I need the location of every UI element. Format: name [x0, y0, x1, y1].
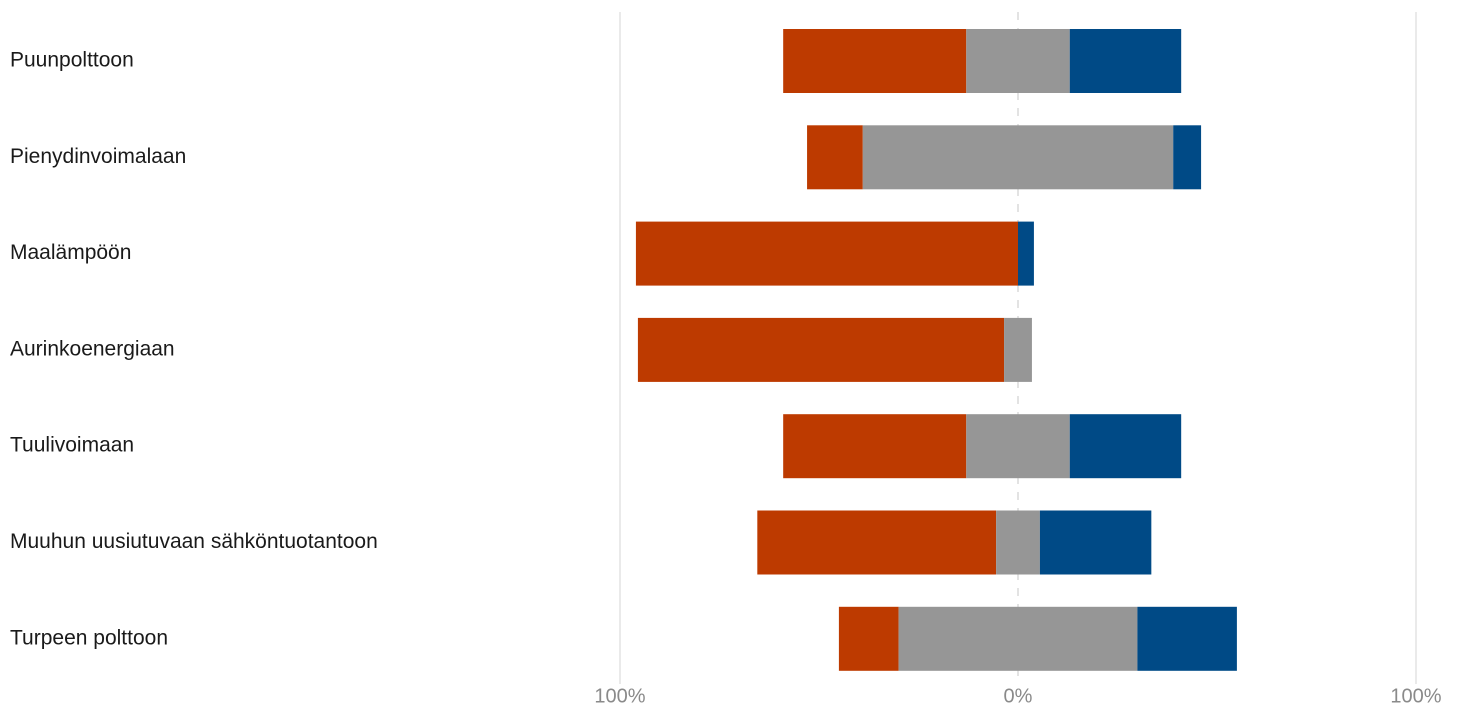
bar-segment-neutral [966, 29, 1070, 93]
x-tick-label: 100% [1390, 685, 1441, 705]
bar-segment-negative [635, 221, 1018, 286]
category-label: Aurinkoenergiaan [10, 337, 175, 360]
bar-segment-positive [1018, 221, 1034, 286]
bar-segment-positive [1069, 29, 1182, 93]
bar-segment-neutral [966, 414, 1070, 479]
category-label: Maalämpöön [10, 241, 131, 264]
category-label: Muuhun uusiutuvaan sähköntuotantoon [10, 530, 378, 553]
bar-segment-positive [1069, 414, 1182, 479]
category-label: Turpeen polttoon [10, 626, 168, 649]
bar-segment-positive [1137, 606, 1237, 671]
bar-segment-neutral [862, 125, 1174, 190]
category-label: Pienydinvoimalaan [10, 145, 186, 168]
bar-segment-positive [1173, 125, 1202, 190]
bar-segment-negative [783, 414, 967, 479]
bar-segment-neutral [996, 510, 1040, 575]
x-tick-label: 100% [594, 685, 645, 705]
bar-segment-positive [1039, 510, 1152, 575]
category-label: Puunpolttoon [10, 49, 134, 72]
x-tick-label: 0% [1004, 685, 1033, 705]
bar-segment-negative [783, 29, 967, 93]
bar-segment-negative [838, 606, 899, 671]
bar-segment-negative [757, 510, 997, 575]
bar-segment-negative [807, 125, 863, 190]
category-label: Tuulivoimaan [10, 434, 134, 457]
bar-segment-neutral [1004, 317, 1032, 382]
bar-segment-negative [637, 317, 1005, 382]
bar-segment-neutral [898, 606, 1138, 671]
